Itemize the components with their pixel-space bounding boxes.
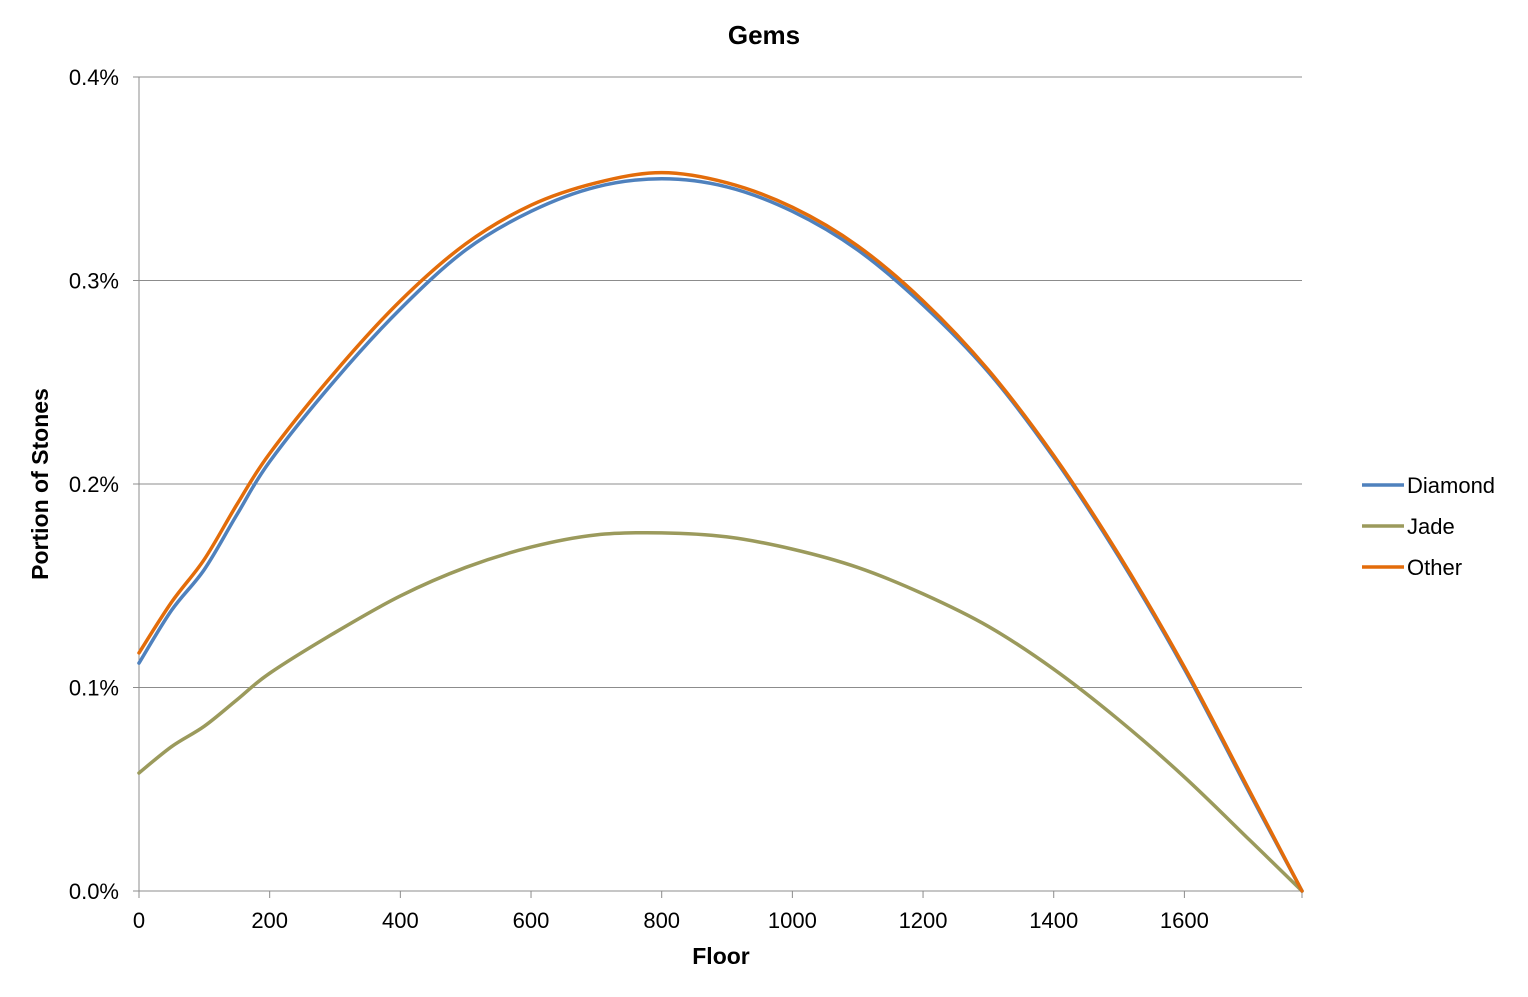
axis-layer — [133, 76, 1303, 898]
chart-title: Gems — [728, 20, 800, 50]
y-tick-label: 0.3% — [69, 269, 119, 294]
x-tick-label: 400 — [382, 908, 419, 933]
x-tick-label: 1000 — [768, 908, 817, 933]
x-tick-label: 200 — [251, 908, 288, 933]
x-tick-label: 1600 — [1160, 908, 1209, 933]
y-tick-label: 0.1% — [69, 676, 119, 701]
tick-label-layer: 0.0% 0.1% 0.2% 0.3% 0.4% 0 200 400 600 800 1000 120… — [69, 65, 1209, 933]
x-tick-label: 1400 — [1029, 908, 1078, 933]
legend-label-other: Other — [1407, 555, 1462, 580]
x-tick-label: 600 — [513, 908, 550, 933]
y-axis-title: Portion of Stones — [27, 388, 53, 580]
y-tick-label: 0.0% — [69, 879, 119, 904]
legend: Diamond Jade Other — [1362, 473, 1495, 580]
x-axis-title: Floor — [692, 943, 750, 969]
x-tick-label: 0 — [133, 908, 145, 933]
legend-label-jade: Jade — [1407, 514, 1455, 539]
grid-layer — [139, 76, 1302, 688]
y-tick-label: 0.2% — [69, 472, 119, 497]
y-tick-label: 0.4% — [69, 65, 119, 90]
series-line-jade — [137, 530, 1304, 893]
series-layer — [137, 170, 1304, 893]
legend-label-diamond: Diamond — [1407, 473, 1495, 498]
x-tick-label: 1200 — [899, 908, 948, 933]
x-tick-label: 800 — [643, 908, 680, 933]
series-line-other — [137, 170, 1304, 893]
